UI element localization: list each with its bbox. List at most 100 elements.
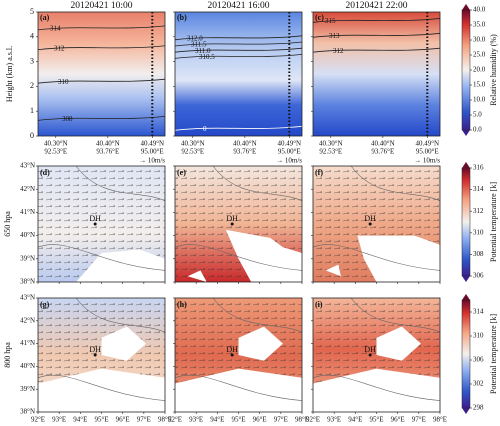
x-tick-label: 98°E: [433, 416, 447, 424]
site-marker: [93, 353, 97, 357]
missing-data: [225, 229, 302, 282]
colorbar-tick-label: 310: [473, 332, 484, 340]
y-axis-label: Height (km) a.s.l.: [5, 46, 14, 102]
missing-data: [187, 270, 207, 282]
panel-label: (d): [40, 168, 50, 177]
colorbar-tick-label: 308: [473, 250, 484, 258]
x-tick-label: 40.30°N: [44, 140, 68, 148]
contour-label: 315: [325, 17, 336, 25]
x-tick-label: 95°E: [231, 416, 245, 424]
colorbar-tick-label: 30.0: [473, 36, 486, 44]
wind-key: → 10m/s: [414, 157, 440, 165]
contour-line: [174, 54, 303, 59]
y-tick-label: 42°N: [20, 185, 35, 193]
colorbar-tick-label: 314: [473, 185, 484, 193]
colorbar-end: [462, 294, 470, 300]
colorbar-label: Relative humidity (%): [489, 34, 498, 106]
x-tick-label: 93.76°E: [371, 148, 394, 156]
site-marker: [230, 353, 234, 357]
x-tick-label: 97°E: [137, 416, 151, 424]
x-tick-label: 94°E: [348, 416, 362, 424]
contour-label: 0: [203, 125, 207, 133]
panel-frame: [37, 11, 166, 137]
row-label: 800 hpa: [3, 342, 12, 368]
contour-label: 314: [50, 24, 61, 32]
contour-line: [174, 47, 303, 53]
colorbar-tick-label: 302: [473, 380, 484, 388]
contour-line: [312, 18, 441, 23]
missing-data: [238, 326, 283, 361]
colorbar-label: Potential temperature [k]: [489, 314, 498, 394]
site-label: DH: [364, 214, 376, 223]
contour-line: [174, 125, 303, 131]
contour-line: [37, 45, 166, 51]
y-tick-label: 40°N: [20, 362, 35, 370]
cross-section-field: [175, 12, 302, 136]
x-tick-label: 97°E: [412, 416, 426, 424]
missing-data: [357, 235, 440, 282]
x-tick-label: 95°E: [94, 416, 108, 424]
y-tick-label: 41°N: [20, 208, 35, 216]
missing-data: [175, 368, 302, 412]
missing-data: [76, 249, 165, 282]
colorbar-tick-label: 5.0: [473, 111, 482, 119]
panel-label: (b): [177, 13, 187, 22]
x-tick-label: 95.00°E: [141, 148, 164, 156]
x-tick-label: 96°E: [253, 416, 267, 424]
contour-label: 310: [58, 78, 69, 86]
contour-label: 311.0: [195, 47, 211, 55]
y-tick-label: 1: [30, 106, 34, 115]
x-tick-label: 93°E: [327, 416, 341, 424]
colorbar-tick-label: 316: [473, 164, 484, 172]
colorbar-tick-label: 40.0: [473, 6, 486, 14]
colorbar-tick-label: 298: [473, 404, 484, 412]
x-tick-label: 40.40°N: [96, 140, 120, 148]
colorbar-end: [462, 408, 470, 414]
x-tick-label: 97°E: [274, 416, 288, 424]
x-tick-label: 95.00°E: [278, 148, 301, 156]
colorbar: [461, 9, 471, 131]
panel-label: (c): [315, 13, 324, 22]
y-tick-label: 3: [30, 56, 34, 65]
site-label: DH: [89, 214, 101, 223]
x-tick-label: 95°E: [369, 416, 383, 424]
colorbar-tick-label: 314: [473, 308, 484, 316]
colorbar-end: [462, 4, 470, 10]
boundary: [37, 297, 166, 401]
x-tick-label: 94°E: [210, 416, 224, 424]
y-tick-label: 39°N: [20, 254, 35, 262]
colorbar-tick-label: 312: [473, 207, 484, 215]
boundary: [37, 165, 166, 271]
panel-title: 20120421 10:00: [70, 1, 132, 11]
y-tick-label: 38°N: [20, 408, 35, 416]
wind-key: → 10m/s: [139, 157, 165, 165]
y-tick-label: 42°N: [20, 316, 35, 324]
contour-label: 313: [329, 32, 340, 40]
panel-label: (i): [315, 300, 323, 309]
y-tick-label: 38°N: [20, 278, 35, 286]
panel-title: 20120421 22:00: [345, 1, 407, 11]
panel-frame: [312, 11, 441, 137]
missing-data: [376, 326, 421, 361]
panel-label: (h): [177, 300, 187, 309]
x-tick-label: 40.30°N: [319, 140, 343, 148]
x-tick-label: 95.00°E: [416, 148, 439, 156]
contour-label: 312: [333, 47, 344, 55]
x-tick-label: 40.49°N: [140, 140, 164, 148]
contour-line: [174, 35, 303, 41]
site-label: DH: [89, 345, 101, 354]
boundary: [174, 297, 303, 401]
y-tick-label: 40°N: [20, 231, 35, 239]
site-marker: [230, 222, 234, 226]
missing-data: [38, 368, 165, 412]
x-tick-label: 92°E: [168, 416, 182, 424]
panel-label: (a): [40, 13, 50, 22]
site-marker: [93, 222, 97, 226]
colorbar-end: [462, 276, 470, 282]
contour-label: 310.5: [199, 53, 215, 61]
wind-key: → 10m/s: [276, 157, 302, 165]
site-label: DH: [226, 345, 238, 354]
colorbar-end: [462, 130, 470, 136]
boundary: [312, 297, 441, 401]
